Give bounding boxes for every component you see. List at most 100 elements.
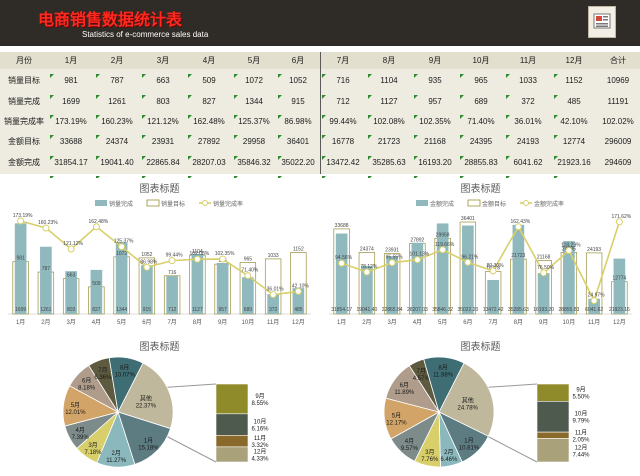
legend-label: 销量完成 <box>109 200 133 208</box>
header-bar: 电商销售数据统计表 Statistics of e-commerce sales… <box>0 0 640 46</box>
target-label: 24193 <box>587 247 601 253</box>
target-label: 23931 <box>385 248 399 254</box>
others-label: 10月 <box>575 411 588 418</box>
rate-line <box>341 221 621 303</box>
target-label: 36401 <box>461 216 475 222</box>
table-row: 销量完成率 173.19% 160.23% 121.12% 162.48% 125.37%… <box>0 113 640 130</box>
table-cell: 485 <box>552 93 596 110</box>
report-icon[interactable] <box>588 6 616 38</box>
rate-label: 80.30% <box>487 263 505 269</box>
done-bar <box>588 298 600 314</box>
cell-flag-icon <box>554 114 558 119</box>
table-cell: 1月 <box>64 56 78 65</box>
table-cell: 42.10% <box>552 113 596 130</box>
others-pct: 7.44% <box>572 452 590 458</box>
pie-label: 4月 <box>405 438 414 445</box>
done-label: 957 <box>218 307 227 313</box>
sales-volume-chart: 销量完成 销量目标 销量完成率 981 1699 1月 787 1261 2月 663 803 3月 5… <box>8 199 311 326</box>
done-label: 35846.32 <box>432 307 453 313</box>
done-bar <box>65 271 77 314</box>
table-cell: 3月 <box>156 56 170 65</box>
table-cell: 28207.03 <box>186 154 232 171</box>
pie-pct: 11.89% <box>394 390 415 396</box>
cell-flag-icon <box>506 74 510 79</box>
table-cell: 965 <box>458 72 504 89</box>
cell-flag-icon <box>96 135 100 140</box>
others-bar-segment <box>536 438 570 463</box>
table-cell: 24395 <box>458 133 504 150</box>
done-label: 827 <box>92 307 101 313</box>
connector-line <box>167 383 217 388</box>
rate-label: 119.66% <box>435 242 455 248</box>
done-label: 19041.40 <box>356 307 377 313</box>
pie-pct: 15.18% <box>138 445 159 451</box>
cell-flag-icon <box>322 155 326 160</box>
done-bar <box>361 265 373 314</box>
cell-flag-icon <box>50 74 54 79</box>
table-cell: 99.44% <box>320 113 366 130</box>
others-bar-segment <box>536 401 570 433</box>
amount-pie-panel: 图表标题 其他 24.78% 1月 10.81% 2月 6.46% 3月 7.76% 4月 9.5… <box>321 336 640 476</box>
table-cell: 16778 <box>320 133 366 150</box>
others-bar-segment <box>215 383 249 415</box>
legend-label: 金额完成率 <box>534 200 564 208</box>
x-tick-label: 5月 <box>117 319 126 326</box>
cell-flag-icon <box>368 175 372 180</box>
cell-flag-icon <box>234 74 238 79</box>
cell-flag-icon <box>188 94 192 99</box>
done-bar <box>386 256 398 314</box>
pie-label: 6月 <box>82 378 91 385</box>
sales-amount-chart-panel: 图表标题 金额完成 金额目标 金额完成率 33688 31854.17 1月 24374 19… <box>321 178 640 332</box>
table-cell: 11191 <box>607 96 629 106</box>
done-label: 28855.83 <box>558 307 579 313</box>
pie-pct: 7.18% <box>84 450 102 456</box>
sales-volume-chart-panel: 图表标题 销量完成 销量目标 销量完成率 981 1699 1月 787 1261 2月 663 8… <box>0 178 319 332</box>
cell-flag-icon <box>278 175 282 180</box>
done-bar <box>512 224 525 314</box>
pie-pct: 7.76% <box>421 457 439 463</box>
rate-marker <box>67 245 75 253</box>
table-cell: 销量完成率 <box>4 116 44 126</box>
cell-flag-icon <box>460 175 464 180</box>
x-tick-label: 7月 <box>167 319 176 326</box>
rate-marker <box>193 255 201 263</box>
legend-marker <box>202 200 208 206</box>
cell-flag-icon <box>322 114 326 119</box>
pie-title-volume: 图表标题 <box>139 342 180 353</box>
pie-label: 3月 <box>425 449 434 456</box>
rate-label: 121.12% <box>63 241 83 247</box>
rate-marker <box>168 257 176 265</box>
chart-title-amount: 图表标题 <box>460 184 501 195</box>
x-tick-label: 2月 <box>362 319 371 326</box>
cell-flag-icon <box>414 114 418 119</box>
x-tick-label: 3月 <box>66 319 75 326</box>
connector-line <box>488 383 538 388</box>
table-cell: 35022.20 <box>276 154 320 171</box>
rate-label: 24.97% <box>588 293 606 299</box>
table-cell: 102.02% <box>602 116 634 126</box>
rate-marker <box>219 255 227 263</box>
sales-amount-chart: 金额完成 金额目标 金额完成率 33688 31854.17 1月 24374 19041.4… <box>329 199 632 326</box>
cell-flag-icon <box>278 155 282 160</box>
rate-marker <box>615 218 623 226</box>
x-tick-label: 3月 <box>387 319 396 326</box>
connector-line <box>488 436 538 463</box>
table-cell: 21923.16 <box>552 154 596 171</box>
pie-pct: 10.81% <box>459 446 480 452</box>
pie-label: 2月 <box>111 450 120 457</box>
table-cell: 121.12% <box>140 113 186 130</box>
cell-flag-icon <box>50 114 54 119</box>
cell-flag-icon <box>554 175 558 180</box>
rate-label: 94.56% <box>335 255 353 261</box>
cell-flag-icon <box>554 135 558 140</box>
table-cell: 12月 <box>565 56 583 65</box>
cell-flag-icon <box>278 114 282 119</box>
target-label: 1072 <box>116 251 127 257</box>
table-cell: 712 <box>320 93 366 110</box>
table-cell: 12774 <box>552 133 596 150</box>
done-bar <box>90 269 103 314</box>
table-cell: 合计 <box>610 56 626 65</box>
table-cell: 71.40% <box>458 113 504 130</box>
pie-pct: 6.36% <box>94 375 112 381</box>
done-bar <box>191 253 204 314</box>
